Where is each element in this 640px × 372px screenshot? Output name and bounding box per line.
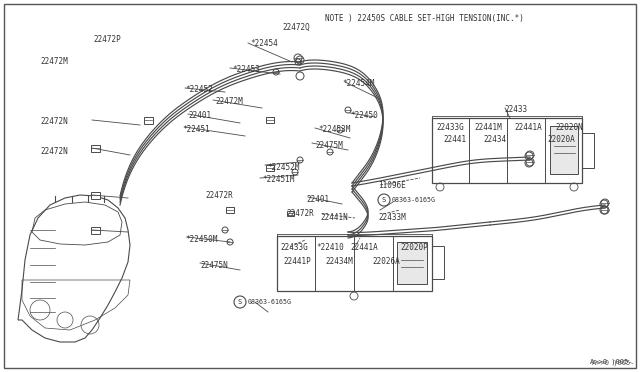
Text: *22454M: *22454M [342,80,374,89]
Text: S: S [238,299,242,305]
Text: *22453M: *22453M [318,125,350,135]
Text: 22472N: 22472N [40,118,68,126]
Bar [266,117,274,123]
Text: *22452: *22452 [185,86,212,94]
Bar [226,207,234,213]
Text: A>>0 )005-: A>>0 )005- [590,359,632,365]
Text: 22472M: 22472M [40,58,68,67]
Text: 22472Q: 22472Q [282,22,310,32]
Bar [287,211,294,216]
Text: *22410: *22410 [316,244,344,253]
Text: 22441M: 22441M [474,122,502,131]
Text: 22433G: 22433G [280,244,308,253]
Bar [91,227,100,234]
Bar [432,246,444,279]
Text: *22450: *22450 [350,110,378,119]
Text: 22020N: 22020N [555,122,583,131]
Text: 22401: 22401 [306,196,329,205]
Bar [266,165,274,171]
Text: 22434: 22434 [483,135,506,144]
Text: S: S [382,197,386,203]
Bar [432,118,582,183]
Text: 22026A: 22026A [372,257,400,266]
Text: 22472N: 22472N [40,148,68,157]
Text: 08363-6165G: 08363-6165G [392,197,436,203]
Text: 22475M: 22475M [315,141,343,150]
Text: 22020A: 22020A [547,135,575,144]
Text: 11096E: 11096E [378,182,406,190]
Text: 22472R: 22472R [286,208,314,218]
Text: 22472P: 22472P [93,35,121,45]
Text: *22451: *22451 [182,125,210,135]
Bar [582,133,594,168]
Bar [550,126,578,174]
Text: *22453: *22453 [232,65,260,74]
Text: 22434M: 22434M [325,257,353,266]
Bar [144,117,153,124]
Text: A>>0 )005-: A>>0 )005- [592,360,634,366]
Text: 22441P: 22441P [283,257,311,266]
Text: *22452M: *22452M [267,163,300,171]
Bar [397,242,427,284]
Text: 22441: 22441 [443,135,466,144]
Text: *22451M: *22451M [262,176,294,185]
Text: 22433M: 22433M [378,212,406,221]
Text: 22441A: 22441A [350,244,378,253]
Text: NOTE ) 22450S CABLE SET-HIGH TENSION(INC.*): NOTE ) 22450S CABLE SET-HIGH TENSION(INC… [325,13,524,22]
Text: 22401: 22401 [188,112,211,121]
Bar [91,145,100,152]
Text: 22441A: 22441A [514,122,541,131]
Text: *22450M: *22450M [185,234,218,244]
Text: 22472M: 22472M [215,97,243,106]
Text: 22433G: 22433G [436,122,464,131]
Text: 22020P: 22020P [400,244,428,253]
Text: 08363-6165G: 08363-6165G [248,299,292,305]
Text: 22472R: 22472R [205,192,233,201]
Text: 22475N: 22475N [200,260,228,269]
Text: *22454: *22454 [250,39,278,48]
Bar [91,192,100,199]
Text: 22441N: 22441N [320,212,348,221]
Bar [277,236,432,291]
Text: 22433: 22433 [504,105,527,113]
